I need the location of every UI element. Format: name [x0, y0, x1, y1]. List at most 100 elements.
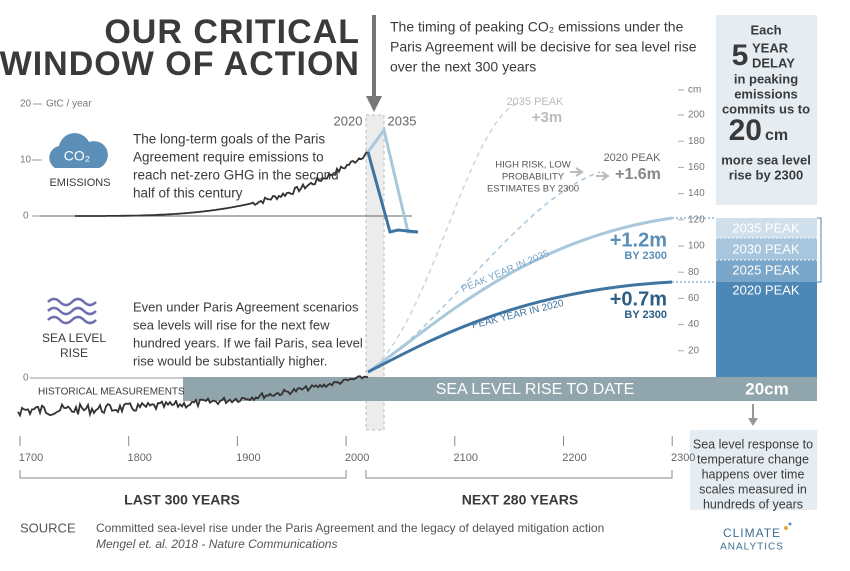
delay-text: DELAY: [752, 55, 795, 70]
note-text: scales measured in: [699, 482, 807, 496]
projection-label: 2035 PEAK: [507, 96, 565, 108]
source-label: SOURCE: [20, 520, 76, 535]
delay-text: more sea level: [721, 152, 811, 167]
logo: CLIMATE: [723, 526, 781, 540]
intro: Paris Agreement will be decisive for sea…: [390, 39, 697, 55]
stack-label: 2025 PEAK: [732, 262, 800, 277]
stack-2035: [716, 218, 817, 238]
sea-level-text: rise would be substantially higher.: [133, 353, 327, 368]
sea-level-history: [17, 375, 369, 418]
arrow-head: [366, 96, 382, 112]
x-tick-label: 2200: [562, 452, 586, 464]
axis-label: 10: [20, 155, 32, 166]
delay-text: rise by 2300: [729, 167, 803, 182]
period-label: NEXT 280 YEARS: [462, 492, 578, 508]
delay-text: YEAR: [752, 40, 789, 55]
stack-2020: [716, 282, 817, 377]
sea-level-text: sea levels will rise for the next few: [133, 317, 330, 332]
stack-2030: [716, 238, 817, 260]
pointer-arrows: [570, 167, 610, 181]
axis-label: 200: [688, 110, 705, 121]
curve-2035: [367, 216, 673, 374]
note-text: temperature change: [697, 452, 809, 466]
sea-level-text: Even under Paris Agreement scenarios: [133, 299, 359, 314]
note-text: Sea level response to: [693, 437, 813, 451]
cloud-label: CO₂: [64, 148, 90, 164]
note-arrow-head: [748, 418, 758, 426]
emissions-text: half of this century: [133, 186, 243, 201]
delay-years: 5: [732, 39, 749, 72]
axis-unit: cm: [688, 85, 701, 96]
axis-label: 120: [688, 214, 705, 225]
curve-2020: [367, 280, 673, 374]
axis-label: 40: [688, 319, 700, 330]
note-box: [690, 430, 817, 510]
to-date-value: 20cm: [745, 379, 788, 398]
peak-year: 2035: [388, 113, 417, 128]
x-tick-label: 2100: [454, 452, 478, 464]
axis-label: 80: [688, 267, 700, 278]
axis-label: 180: [688, 136, 705, 147]
x-tick-label: 1700: [19, 452, 43, 464]
projection-by: BY 2300: [624, 309, 667, 321]
historical-label: HISTORICAL MEASUREMENTS: [38, 387, 185, 398]
to-date-label: SEA LEVEL RISE TO DATE: [436, 381, 635, 398]
note-text: happens over time: [702, 467, 805, 481]
source-text: Committed sea-level rise under the Paris…: [96, 521, 604, 535]
axis-label: 20: [688, 345, 700, 356]
period-label: LAST 300 YEARS: [124, 492, 240, 508]
projection-by: BY 2300: [624, 250, 667, 262]
delay-text: emissions: [734, 86, 798, 101]
delay-unit: cm: [765, 127, 788, 144]
emissions-text: The long-term goals of the Paris: [133, 132, 325, 147]
curve-high-2020: [367, 171, 601, 373]
delay-text: commits us to: [722, 101, 810, 116]
stack-label: 2035 PEAK: [732, 220, 800, 235]
intro: The timing of peaking CO₂ emissions unde…: [390, 19, 684, 35]
axis-label: 0: [23, 373, 29, 384]
axis-label: 140: [688, 188, 705, 199]
emissions-text: reach net-zero GHG in the second: [133, 168, 339, 183]
sea-level-text: hundred years. If we fail Paris, sea lev…: [133, 335, 363, 350]
x-tick-label: 2300: [671, 452, 695, 464]
logo: ANALYTICS: [720, 542, 784, 553]
projection-value: +0.7m: [610, 288, 667, 310]
axis-unit: GtC / year: [46, 99, 92, 110]
delay-text: Each: [750, 22, 781, 37]
sea-level-label: SEA LEVEL: [42, 331, 106, 345]
bracket-guides: [672, 217, 716, 283]
past-bracket: [19, 470, 347, 479]
emissions-history: [75, 151, 368, 217]
x-tick-label: 1900: [236, 452, 260, 464]
x-tick-label: 1800: [127, 452, 151, 464]
delay-box: [716, 15, 817, 205]
projection-value: +1.6m: [615, 166, 661, 183]
bracket: [817, 217, 822, 283]
curve-high-2035: [367, 101, 523, 373]
title: OUR CRITICAL: [104, 13, 360, 51]
projection-value: +1.2m: [610, 229, 667, 251]
emissions-text: Agreement require emissions to: [133, 150, 324, 165]
logo-dots: [784, 522, 792, 530]
risk-note: PROBABILITY: [502, 172, 565, 183]
axis-label: 0: [23, 211, 29, 222]
risk-note: HIGH RISK, LOW: [495, 160, 571, 171]
note-text: hundreds of years: [703, 497, 803, 511]
intro: over the next 300 years: [390, 59, 536, 75]
axis-label: 60: [688, 293, 700, 304]
axis-label: 160: [688, 162, 705, 173]
delay-text: in peaking: [734, 71, 798, 86]
projection-value: +3m: [532, 109, 562, 126]
stack-label: 2020 PEAK: [732, 282, 800, 297]
x-tick-label: 2000: [345, 452, 369, 464]
projection-label: 2020 PEAK: [604, 152, 662, 164]
cloud-icon: [49, 133, 108, 168]
delay-amount: 20: [729, 114, 762, 147]
title: WINDOW OF ACTION: [0, 45, 360, 83]
label-backing: [34, 384, 180, 400]
emissions-label: EMISSIONS: [49, 177, 110, 189]
source-text: Mengel et. al. 2018 - Nature Communicati…: [96, 537, 337, 551]
risk-note: ESTIMATES BY 2300: [487, 184, 579, 195]
stack-2025: [716, 260, 817, 282]
